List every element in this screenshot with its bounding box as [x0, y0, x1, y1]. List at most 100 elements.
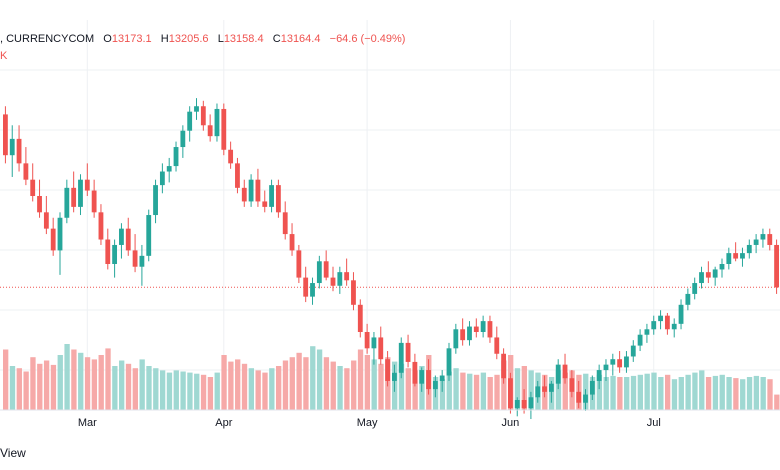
- candle-body: [57, 217, 63, 251]
- candle-body: [412, 361, 418, 384]
- volume-bar: [221, 355, 227, 410]
- candle-body: [316, 261, 322, 284]
- x-tick-label: May: [357, 417, 378, 429]
- volume-bar: [200, 374, 207, 410]
- candle-body: [392, 372, 397, 381]
- volume-bar: [173, 370, 179, 410]
- volume-bar: [637, 374, 644, 410]
- candle-body: [644, 329, 650, 335]
- candle-body: [241, 187, 247, 202]
- candle-body: [119, 228, 124, 245]
- candle-body: [30, 179, 36, 196]
- candle-body: [282, 212, 288, 235]
- candle-body: [296, 250, 302, 278]
- x-tick-label: Apr: [215, 417, 232, 429]
- candle-body: [637, 334, 643, 346]
- candle-body: [159, 171, 165, 186]
- volume-bar: [132, 368, 138, 410]
- candle-body: [596, 370, 602, 381]
- candle-body: [583, 394, 588, 403]
- volume-bar: [275, 366, 282, 410]
- candle-body: [603, 364, 609, 371]
- candle-body: [289, 234, 295, 251]
- candle-body: [542, 386, 547, 392]
- candle-body: [180, 130, 186, 148]
- volume-bar: [555, 370, 562, 410]
- candle-body: [78, 179, 83, 207]
- volume-bar: [330, 361, 336, 410]
- volume-bar: [98, 355, 104, 410]
- volume-bar: [269, 368, 275, 410]
- volume-bar: [119, 360, 125, 410]
- candle-body: [398, 342, 404, 373]
- volume-bar: [685, 374, 691, 410]
- candle-body: [419, 370, 425, 384]
- high-value: 13205.6: [168, 33, 209, 45]
- volume-bar: [528, 370, 534, 410]
- candle-body: [146, 215, 152, 256]
- candle-body: [214, 108, 220, 137]
- volume-bar: [214, 372, 220, 410]
- candle-body: [719, 264, 725, 270]
- candle-body: [91, 190, 97, 213]
- candle-body: [432, 380, 438, 390]
- volume-bar: [364, 355, 371, 410]
- candle-body: [64, 187, 70, 218]
- volume-bar: [562, 372, 568, 410]
- volume-bar: [446, 371, 452, 410]
- candle-body: [453, 329, 459, 349]
- open-label: O: [103, 33, 112, 45]
- candle-body: [269, 185, 274, 207]
- candle-body: [43, 212, 49, 229]
- x-tick-label: Mar: [78, 417, 97, 429]
- volume-bar: [753, 375, 760, 410]
- candle-body: [651, 321, 657, 330]
- candle-body: [84, 179, 90, 191]
- candle-body: [228, 149, 234, 164]
- candle-body: [262, 201, 268, 207]
- volume-bar: [658, 377, 664, 410]
- volume-bar: [3, 349, 9, 410]
- candle-body: [275, 185, 281, 213]
- candle-body: [371, 337, 377, 349]
- candle-body: [460, 329, 466, 341]
- candle-body: [740, 253, 745, 259]
- change-value: −64.6 (−0.49%): [329, 33, 406, 45]
- candle-body: [323, 261, 329, 278]
- volume-bar: [310, 346, 316, 410]
- candle-body: [767, 234, 773, 245]
- candle-body: [555, 364, 561, 384]
- volume-bar: [50, 364, 57, 410]
- candle-body: [37, 196, 42, 213]
- candle-body: [753, 239, 759, 245]
- candle-body: [357, 304, 363, 332]
- candle-body: [508, 378, 513, 409]
- candle-body: [303, 277, 309, 297]
- volume-bar: [125, 363, 132, 410]
- volume-bar: [719, 374, 725, 410]
- low-label: L: [217, 33, 224, 45]
- candle-body: [207, 125, 213, 137]
- volume-bar: [23, 371, 29, 410]
- volume-bar: [9, 366, 16, 410]
- candle-body: [330, 277, 336, 286]
- volume-bar: [705, 377, 712, 410]
- candle-body: [166, 166, 172, 172]
- volume-bar: [323, 357, 330, 410]
- volume-bar: [521, 366, 527, 410]
- volume-bar: [296, 352, 302, 410]
- low-value: 13158.4: [223, 33, 264, 45]
- volume-bar: [467, 373, 473, 410]
- volume-bar: [398, 363, 405, 410]
- volume-bar: [316, 349, 323, 410]
- volume-bar: [228, 361, 234, 410]
- candle-body: [255, 179, 261, 202]
- brand-label[interactable]: View: [0, 446, 26, 460]
- close-value: 13164.4: [280, 33, 321, 45]
- volume-bar: [644, 373, 650, 410]
- volume-bar: [91, 359, 98, 410]
- volume-bar: [767, 379, 773, 410]
- candle-body: [16, 138, 22, 164]
